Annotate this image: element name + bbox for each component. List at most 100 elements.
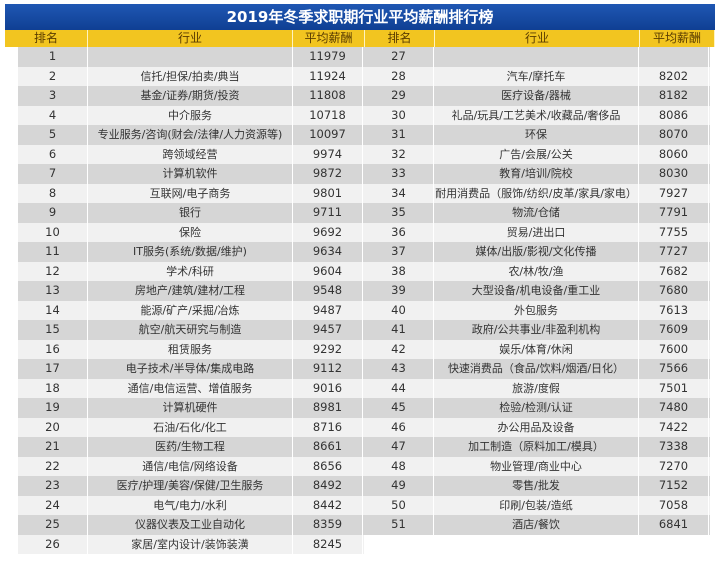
table-row: 20 石油/石化/化工 8716 <box>18 417 364 437</box>
rank-cell: 22 <box>18 456 88 476</box>
rank-cell: 47 <box>364 437 434 457</box>
salary-cell: 9292 <box>293 339 363 359</box>
rank-cell: 20 <box>18 417 88 437</box>
industry-cell: 礼品/玩具/工艺美术/收藏品/奢侈品 <box>434 105 639 125</box>
table-row: 51 酒店/餐饮 6841 <box>364 515 710 535</box>
salary-cell: 7566 <box>639 359 709 379</box>
salary-cell: 7680 <box>639 281 709 301</box>
industry-cell: 房地产/建筑/建材/工程 <box>88 281 293 301</box>
industry-cell: 环保 <box>434 125 639 145</box>
table-row: 26 家居/室内设计/装饰装潢 8245 <box>18 534 364 554</box>
rank-cell: 5 <box>18 125 88 145</box>
rank-cell: 25 <box>18 515 88 535</box>
rank-cell: 12 <box>18 261 88 281</box>
table-row: 27 <box>364 47 710 67</box>
salary-cell: 8060 <box>639 144 709 164</box>
table-row: 33 教育/培训/院校 8030 <box>364 164 710 184</box>
industry-cell: 政府/公共事业/非盈利机构 <box>434 320 639 340</box>
rank-cell: 51 <box>364 515 434 535</box>
table-row: 24 电气/电力/水利 8442 <box>18 495 364 515</box>
rank-cell: 30 <box>364 105 434 125</box>
industry-cell: 医疗设备/器械 <box>434 86 639 106</box>
salary-cell: 7791 <box>639 203 709 223</box>
rank-cell: 9 <box>18 203 88 223</box>
industry-cell: 媒体/出版/影视/文化传播 <box>434 242 639 262</box>
salary-cell: 9604 <box>293 261 363 281</box>
salary-cell <box>639 47 709 67</box>
table-row: 12 学术/科研 9604 <box>18 261 364 281</box>
industry-cell: 银行 <box>88 203 293 223</box>
rank-cell: 50 <box>364 495 434 515</box>
salary-cell: 7501 <box>639 378 709 398</box>
industry-cell: 保险 <box>88 222 293 242</box>
rank-cell: 11 <box>18 242 88 262</box>
table-header: 排名 行业 平均薪酬 排名 行业 平均薪酬 <box>5 30 715 47</box>
rank-cell: 4 <box>18 105 88 125</box>
industry-cell: 中介服务 <box>88 105 293 125</box>
industry-cell: 旅游/度假 <box>434 378 639 398</box>
salary-cell: 9801 <box>293 183 363 203</box>
rank-cell: 28 <box>364 66 434 86</box>
industry-cell: 教育/培训/院校 <box>434 164 639 184</box>
industry-cell: 学术/科研 <box>88 261 293 281</box>
rank-cell: 42 <box>364 339 434 359</box>
table-row: 47 加工制造（原料加工/模具） 7338 <box>364 437 710 457</box>
industry-cell: 计算机软件 <box>88 164 293 184</box>
salary-cell: 8359 <box>293 515 363 535</box>
rank-cell: 36 <box>364 222 434 242</box>
salary-cell: 9548 <box>293 281 363 301</box>
industry-cell: 医药/生物工程 <box>88 437 293 457</box>
table-row: 5 专业服务/咨询(财会/法律/人力资源等) 10097 <box>18 125 364 145</box>
salary-cell: 10097 <box>293 125 363 145</box>
salary-cell: 8981 <box>293 398 363 418</box>
salary-cell: 7338 <box>639 437 709 457</box>
table-row: 43 快速消费品（食品/饮料/烟酒/日化） 7566 <box>364 359 710 379</box>
industry-cell: 娱乐/体育/休闲 <box>434 339 639 359</box>
salary-cell: 7755 <box>639 222 709 242</box>
table-row: 18 通信/电信运营、增值服务 9016 <box>18 378 364 398</box>
rank-cell: 23 <box>18 476 88 496</box>
header-salary: 平均薪酬 <box>293 30 365 47</box>
table-row: 36 贸易/进出口 7755 <box>364 222 710 242</box>
table-row: 39 大型设备/机电设备/重工业 7680 <box>364 281 710 301</box>
industry-cell: 通信/电信运营、增值服务 <box>88 378 293 398</box>
industry-cell: 能源/矿产/采掘/冶炼 <box>88 300 293 320</box>
rank-cell: 14 <box>18 300 88 320</box>
table-title: 2019年冬季求职期行业平均薪酬排行榜 <box>5 4 715 30</box>
rank-cell: 8 <box>18 183 88 203</box>
table-row: 42 娱乐/体育/休闲 7600 <box>364 339 710 359</box>
salary-cell: 8245 <box>293 534 363 554</box>
table-row: 1 11979 <box>18 47 364 67</box>
industry-cell: 电气/电力/水利 <box>88 495 293 515</box>
salary-cell: 7727 <box>639 242 709 262</box>
salary-cell: 10718 <box>293 105 363 125</box>
salary-cell: 7422 <box>639 417 709 437</box>
industry-cell: 石油/石化/化工 <box>88 417 293 437</box>
rank-cell: 45 <box>364 398 434 418</box>
industry-cell: 跨领域经营 <box>88 144 293 164</box>
industry-cell: 耐用消费品（服饰/纺织/皮革/家具/家电） <box>434 183 639 203</box>
table-row: 34 耐用消费品（服饰/纺织/皮革/家具/家电） 7927 <box>364 183 710 203</box>
salary-cell: 9016 <box>293 378 363 398</box>
salary-cell: 9692 <box>293 222 363 242</box>
table-row: 23 医疗/护理/美容/保健/卫生服务 8492 <box>18 476 364 496</box>
industry-cell: 通信/电信/网络设备 <box>88 456 293 476</box>
industry-cell: 印刷/包装/造纸 <box>434 495 639 515</box>
rank-cell: 44 <box>364 378 434 398</box>
salary-cell: 8182 <box>639 86 709 106</box>
industry-cell: 航空/航天研究与制造 <box>88 320 293 340</box>
salary-cell: 11808 <box>293 86 363 106</box>
table-row: 45 检验/检测/认证 7480 <box>364 398 710 418</box>
industry-cell: 计算机硬件 <box>88 398 293 418</box>
rank-cell: 6 <box>18 144 88 164</box>
table-row: 49 零售/批发 7152 <box>364 476 710 496</box>
rank-cell: 2 <box>18 66 88 86</box>
table-row: 46 办公用品及设备 7422 <box>364 417 710 437</box>
industry-cell: 医疗/护理/美容/保健/卫生服务 <box>88 476 293 496</box>
right-column: 27 28 汽车/摩托车 8202 29 医疗设备/器械 8182 30 礼品/玩具/工艺美术/… <box>364 47 710 554</box>
header-rank: 排名 <box>365 30 435 47</box>
industry-cell: 物流/仓储 <box>434 203 639 223</box>
industry-cell: 加工制造（原料加工/模具） <box>434 437 639 457</box>
industry-cell: 互联网/电子商务 <box>88 183 293 203</box>
rank-cell: 39 <box>364 281 434 301</box>
